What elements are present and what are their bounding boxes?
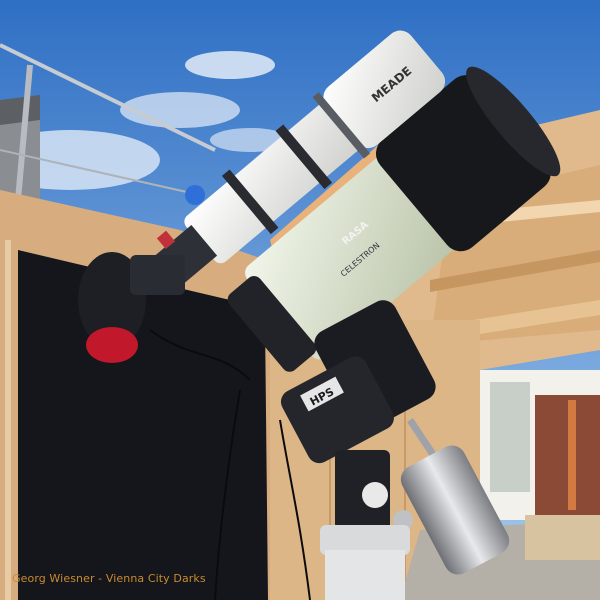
camera-body <box>78 252 146 348</box>
camera-red-ring <box>86 327 138 363</box>
photo-credit: Georg Wiesner - Vienna City Darks <box>12 572 206 585</box>
meade-refractor: MEADE <box>149 30 446 292</box>
cable <box>214 389 241 600</box>
doorway-inner <box>490 382 530 492</box>
refractor-band <box>312 92 371 159</box>
cloud <box>185 51 275 79</box>
cloud <box>120 92 240 128</box>
cable <box>279 419 311 600</box>
building-roof <box>0 95 40 125</box>
cable <box>149 329 251 381</box>
sct-rear-cell <box>227 276 317 372</box>
mount-azimuth-base <box>335 450 390 530</box>
cloud <box>210 128 290 152</box>
railing-post <box>15 64 33 201</box>
mount-dec-housing <box>280 356 394 464</box>
pier <box>325 550 405 600</box>
sct-dew-shield-end <box>466 66 561 177</box>
equatorial-mount: HPS <box>280 300 436 530</box>
mount-knob <box>362 482 388 508</box>
mount-label-plate <box>300 376 344 412</box>
railing-wire <box>0 149 201 196</box>
tube-ring <box>221 169 279 235</box>
counterweight <box>400 445 510 575</box>
sct-tube <box>245 153 460 360</box>
planter <box>525 515 600 560</box>
railing-top <box>0 43 216 152</box>
camera-blue-module <box>185 185 205 205</box>
copper-pipe <box>568 400 576 510</box>
black-screen <box>18 250 268 600</box>
tiled-roof-view <box>535 395 600 515</box>
tube-ring <box>275 124 333 190</box>
refractor-tube <box>184 95 370 264</box>
roof-beam <box>430 250 600 292</box>
filter-wheel <box>130 255 185 295</box>
focuser-knob <box>156 230 176 250</box>
pier-top <box>320 525 410 555</box>
rasa-telescope: RASA CELESTRON <box>227 66 561 372</box>
refractor-dew-shield <box>323 30 446 149</box>
